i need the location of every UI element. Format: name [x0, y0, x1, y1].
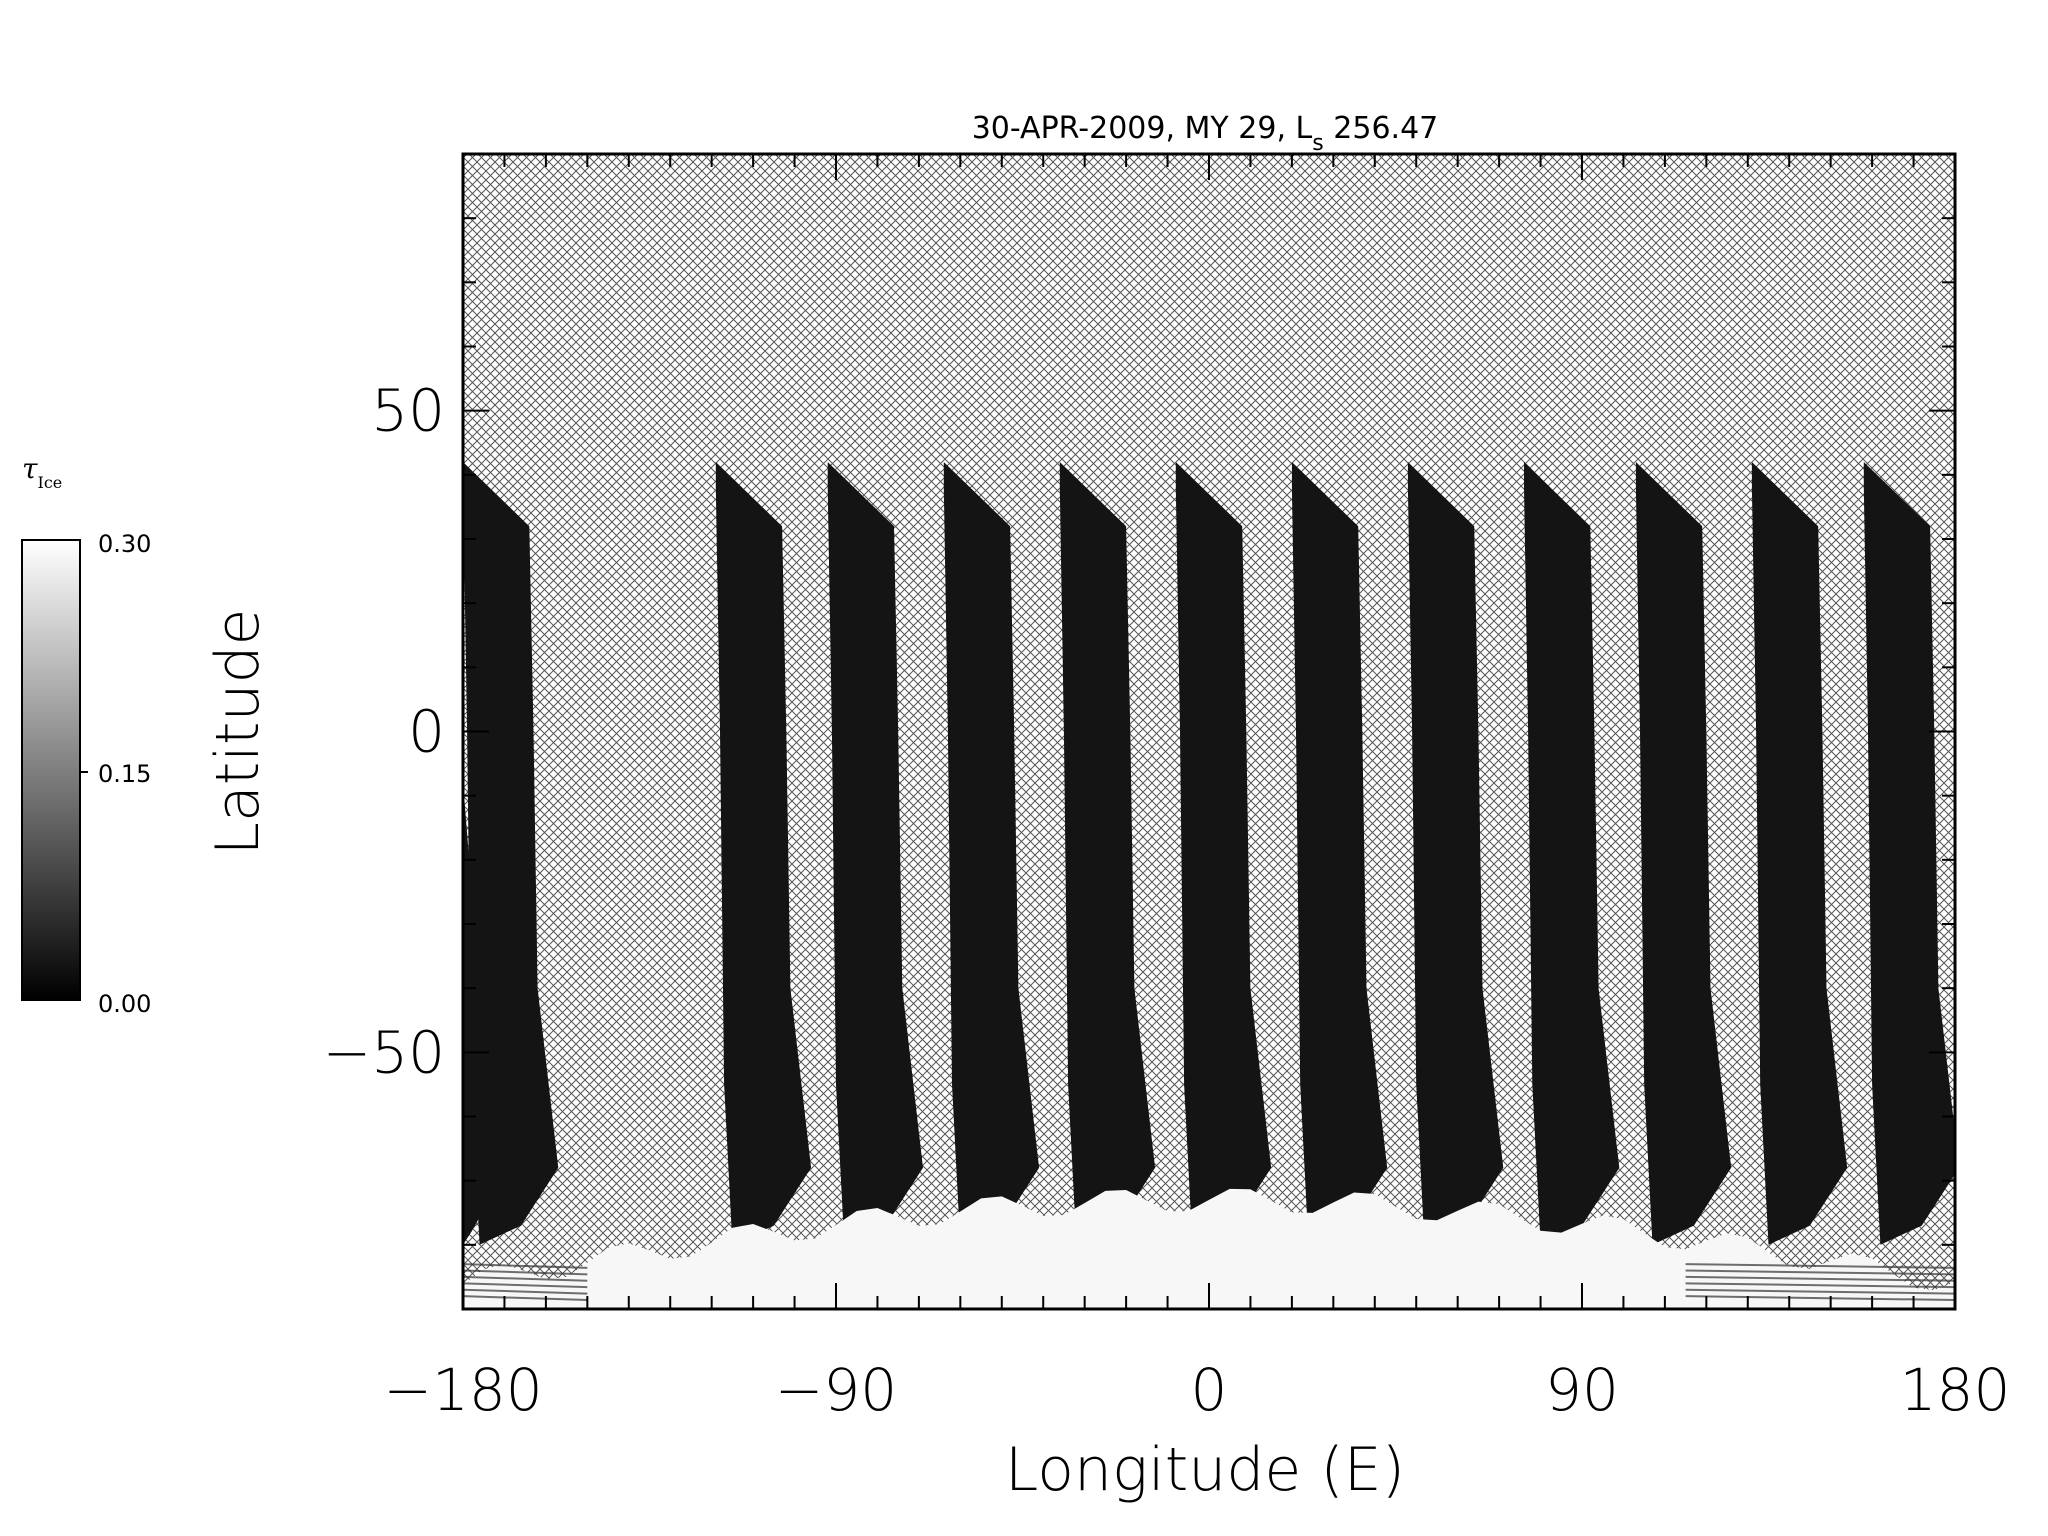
no-ice-swath: [463, 782, 501, 1245]
colorbar: τIce 0.30 0.15 0.00: [21, 452, 151, 1018]
colorbar-tick-mid-label: 0.15: [98, 760, 151, 788]
no-ice-swath: [1059, 462, 1156, 1245]
y-tick-label: 50: [371, 377, 445, 445]
cap-streak: [1685, 1275, 1955, 1282]
cap-streak: [463, 1295, 588, 1302]
y-tick-label: −50: [323, 1018, 445, 1086]
no-ice-swath: [943, 462, 1040, 1245]
no-ice-swath: [1751, 462, 1848, 1245]
cap-streak: [1685, 1282, 1955, 1289]
x-tick-label: −180: [383, 1356, 542, 1424]
title-value: 256.47: [1333, 111, 1438, 146]
cap-streak: [1685, 1288, 1955, 1295]
cap-streak: [463, 1288, 588, 1295]
colorbar-label: τIce: [22, 452, 62, 492]
cap-streak: [1685, 1269, 1955, 1276]
colorbar-gradient: [21, 539, 81, 1001]
no-ice-swath: [715, 462, 812, 1245]
y-axis-label: Latitude: [203, 609, 273, 856]
x-tick-label: 180: [1900, 1356, 2011, 1424]
no-ice-swath: [1863, 462, 1955, 1245]
x-tick-label: 0: [1191, 1356, 1228, 1424]
no-ice-swath: [1291, 462, 1388, 1245]
chart-title: 30-APR-2009, MY 29, Ls 256.47: [972, 111, 1439, 156]
cap-streak: [1685, 1263, 1955, 1269]
x-tick-label: −90: [775, 1356, 897, 1424]
cap-streak: [463, 1263, 588, 1269]
southern-cap-region: [463, 1188, 1955, 1309]
no-ice-swath: [1635, 462, 1732, 1245]
plot-area: −180 −90 0 90 180 −50 0 50: [323, 152, 2011, 1424]
x-axis-label: Longitude (E): [1005, 1435, 1405, 1505]
no-ice-swath: [1524, 462, 1620, 1245]
title-subscript: s: [1312, 131, 1323, 156]
x-tick-label: 90: [1545, 1356, 1619, 1424]
axis-ticks: −180 −90 0 90 180 −50 0 50: [323, 153, 2011, 1424]
cap-streak: [463, 1282, 588, 1289]
no-ice-swath: [827, 462, 923, 1245]
no-ice-swath: [463, 462, 559, 1245]
colorbar-label-subscript: Ice: [38, 473, 63, 492]
cap-streak: [463, 1275, 588, 1282]
cap-streak: [1685, 1295, 1955, 1302]
colorbar-tick-top: 0.30: [98, 530, 151, 558]
cap-streak: [463, 1269, 588, 1276]
no-ice-swath: [1407, 462, 1504, 1245]
no-ice-swath: [1175, 462, 1272, 1245]
y-tick-label: 0: [408, 698, 445, 766]
heatmap-layer: [463, 462, 1955, 1309]
colorbar-tick-bottom: 0.00: [98, 990, 151, 1018]
